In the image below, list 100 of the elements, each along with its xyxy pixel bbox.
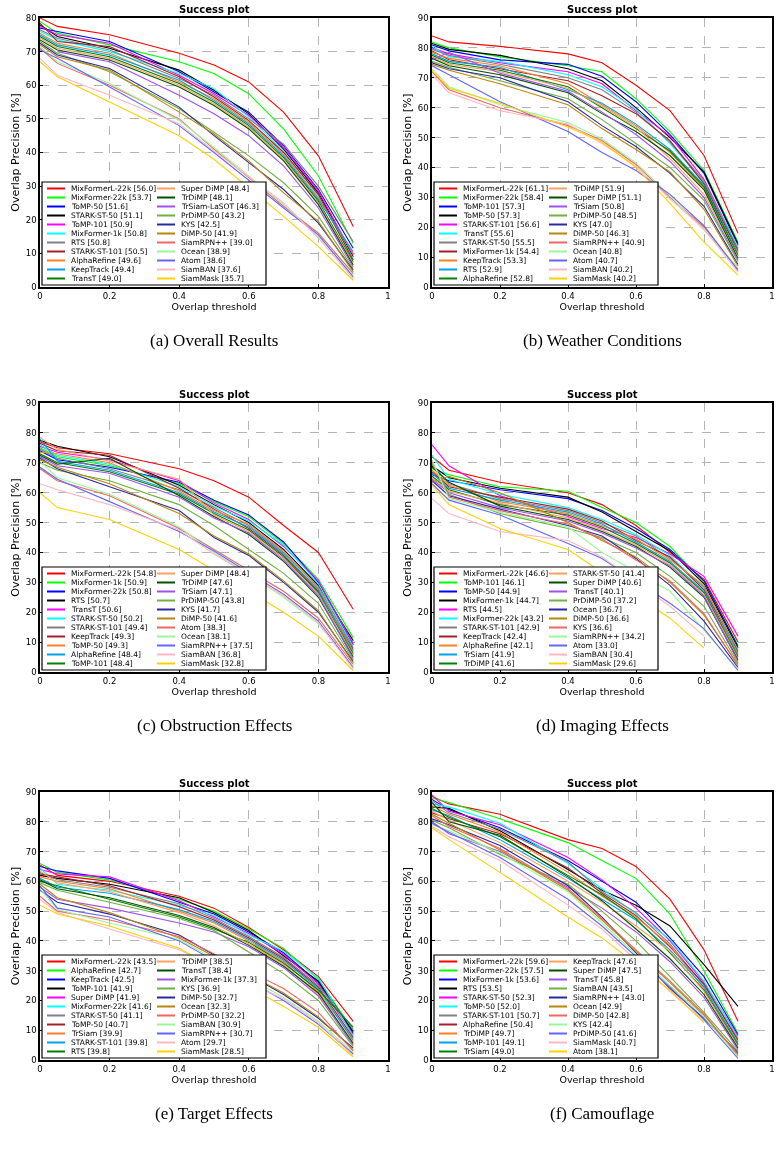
x-tick-label: 0.8 — [311, 675, 326, 686]
chart-title: Success plot — [567, 389, 638, 400]
chart-title: Success plot — [179, 4, 250, 15]
x-tick-label: 0.8 — [697, 1063, 711, 1074]
y-tick-label: 60 — [25, 80, 37, 91]
chart-title: Success plot — [179, 778, 250, 789]
x-tick-label: 0.2 — [493, 1063, 507, 1074]
y-tick-label: 90 — [25, 786, 37, 797]
y-tick-label: 70 — [25, 846, 37, 857]
x-tick-label: 0.8 — [311, 1063, 326, 1074]
y-tick-label: 40 — [417, 162, 429, 173]
y-tick-label: 40 — [417, 547, 429, 558]
text: (a) Overall Results — [150, 331, 279, 350]
y-tick-label: 80 — [417, 42, 429, 53]
x-axis-title: Overlap threshold — [559, 300, 645, 312]
y-tick-label: 60 — [417, 487, 429, 498]
y-tick-label: 40 — [25, 547, 37, 558]
y-tick-label: 10 — [417, 637, 429, 648]
text: (f) Camouflage — [550, 1104, 655, 1123]
x-tick-label: 0.4 — [561, 675, 575, 686]
x-tick-label: 0.4 — [172, 1063, 186, 1074]
x-tick-label: 0.4 — [172, 675, 186, 686]
y-tick-label: 60 — [25, 487, 37, 498]
x-tick-label: 1 — [385, 675, 391, 686]
x-tick-label: 0.8 — [697, 675, 711, 686]
y-tick-label: 60 — [25, 876, 37, 887]
y-tick-label: 80 — [25, 12, 37, 23]
y-tick-label: 70 — [25, 457, 37, 468]
x-tick-label: 0.2 — [102, 290, 117, 301]
y-tick-label: 50 — [417, 132, 429, 143]
x-tick-label: 1 — [769, 290, 775, 301]
chart-title: Success plot — [567, 778, 638, 789]
y-tick-label: 50 — [25, 517, 37, 528]
x-axis-title: Overlap threshold — [171, 685, 257, 697]
x-axis-title: Overlap threshold — [559, 685, 645, 697]
x-tick-label: 0.2 — [102, 675, 117, 686]
x-tick-label: 0.2 — [493, 675, 507, 686]
y-tick-label: 20 — [417, 607, 429, 618]
y-tick-label: 20 — [417, 222, 429, 233]
x-tick-label: 1 — [769, 1063, 775, 1074]
y-tick-label: 0 — [31, 666, 37, 677]
y-axis-title: Overlap Precision [%] — [8, 93, 22, 212]
x-tick-label: 1 — [385, 290, 391, 301]
y-tick-label: 70 — [417, 72, 429, 83]
y-tick-label: 30 — [25, 181, 37, 192]
x-tick-label: 0.8 — [697, 290, 711, 301]
y-tick-label: 60 — [417, 102, 429, 113]
y-tick-label: 70 — [417, 457, 429, 468]
y-tick-label: 90 — [417, 12, 429, 23]
x-tick-label: 0.6 — [242, 675, 256, 686]
y-axis-title: Overlap Precision [%] — [400, 93, 414, 212]
x-tick-label: 0.2 — [493, 290, 507, 301]
x-tick-label: 0.6 — [629, 1063, 643, 1074]
y-tick-label: 80 — [417, 816, 429, 827]
y-tick-label: 70 — [417, 846, 429, 857]
y-tick-label: 80 — [25, 816, 37, 827]
x-axis-title: Overlap threshold — [171, 300, 257, 312]
x-tick-label: 0.4 — [561, 1063, 575, 1074]
y-tick-label: 20 — [25, 214, 37, 225]
x-tick-label: 0.6 — [242, 1063, 256, 1074]
text: (e) Target Effects — [155, 1104, 273, 1123]
y-tick-label: 50 — [417, 906, 429, 917]
y-tick-label: 50 — [25, 113, 37, 124]
x-axis-title: Overlap threshold — [559, 1073, 645, 1085]
y-tick-label: 50 — [417, 517, 429, 528]
y-tick-label: 80 — [25, 427, 37, 438]
y-tick-label: 60 — [417, 876, 429, 887]
y-tick-label: 20 — [25, 607, 37, 618]
chart-title: Success plot — [179, 389, 250, 400]
x-tick-label: 1 — [385, 1063, 391, 1074]
y-tick-label: 10 — [417, 252, 429, 263]
y-axis-title: Overlap Precision [%] — [8, 866, 22, 986]
x-tick-label: 0.2 — [102, 1063, 117, 1074]
y-tick-label: 30 — [25, 965, 37, 976]
y-tick-label: 30 — [417, 192, 429, 203]
y-tick-label: 30 — [417, 965, 429, 976]
x-tick-label: 0.6 — [629, 675, 643, 686]
y-tick-label: 20 — [25, 995, 37, 1006]
y-tick-label: 40 — [417, 935, 429, 946]
x-tick-label: 0.6 — [629, 290, 643, 301]
x-tick-label: 0.6 — [242, 290, 256, 301]
x-tick-label: 0.8 — [311, 290, 326, 301]
text: (c) Obstruction Effects — [137, 716, 293, 735]
y-tick-label: 10 — [25, 248, 37, 259]
y-tick-label: 0 — [423, 1054, 429, 1065]
y-tick-label: 80 — [417, 427, 429, 438]
y-tick-label: 0 — [423, 666, 429, 677]
y-tick-label: 70 — [25, 46, 37, 57]
y-tick-label: 40 — [25, 935, 37, 946]
y-axis-title: Overlap Precision [%] — [400, 866, 414, 986]
y-tick-label: 90 — [417, 397, 429, 408]
x-tick-label: 0.4 — [172, 290, 186, 301]
text: (d) Imaging Effects — [536, 716, 669, 735]
y-axis-title: Overlap Precision [%] — [400, 478, 414, 597]
chart-title: Success plot — [567, 4, 638, 15]
y-tick-label: 30 — [417, 577, 429, 588]
x-tick-label: 1 — [769, 675, 775, 686]
y-tick-label: 30 — [25, 577, 37, 588]
y-tick-label: 0 — [423, 281, 429, 292]
y-tick-label: 10 — [25, 1025, 37, 1036]
